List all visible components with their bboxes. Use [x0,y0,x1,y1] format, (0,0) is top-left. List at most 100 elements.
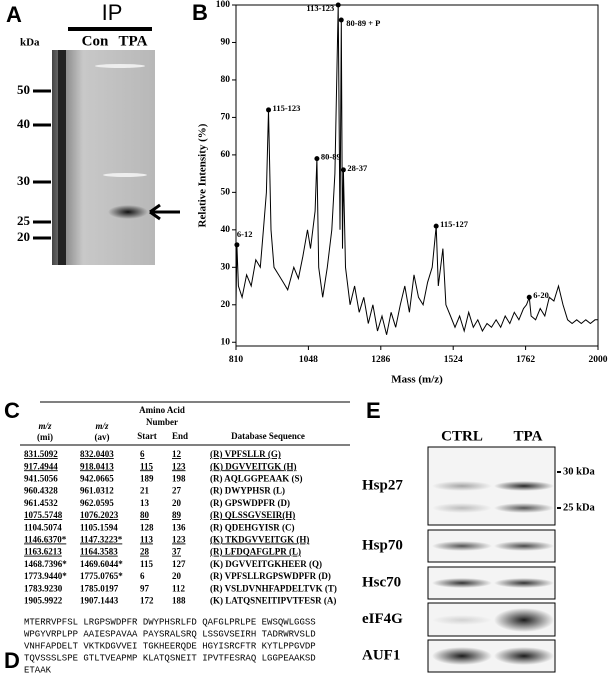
cell: 1469.6044* [80,559,123,569]
panel-letter: E [366,398,381,423]
ip-label: IP [102,0,123,25]
cell: 1775.0765* [80,571,123,581]
marker-label: 30 [17,173,30,188]
arrow [149,203,180,221]
cell: 1104.5074 [24,522,62,532]
row-label: Hsp70 [362,537,403,553]
y-axis-label: Relative Intensity (%) [197,123,209,227]
y-tick-label: 80 [221,75,231,85]
gel-band [95,64,145,68]
header: Start [137,431,157,441]
cell: 941.5056 [24,473,58,483]
sequence-line: VNHFAPDELT VKTKDGVVEI TGKHEERQDE HGYISRC… [24,641,316,651]
header: Database Sequence [231,431,305,441]
blot-band [432,647,492,665]
peak-dot [266,107,272,113]
x-tick-label: 1286 [371,355,390,365]
marker-label: 25 [17,213,31,228]
cell: 112 [172,583,186,593]
cell: 831.5092 [24,449,58,459]
cell: 136 [172,522,186,532]
peak-dot [314,156,320,162]
cell: 1164.3583 [80,547,118,557]
cell: 115 [140,461,154,471]
marker-label: 50 [17,82,30,97]
cell: 20 [172,498,182,508]
cell: 115 [140,559,154,569]
cell: 28 [140,547,150,557]
panel-letter: A [6,2,22,27]
blot-band [494,541,554,551]
x-tick-label: 810 [229,355,244,365]
y-tick-label: 90 [221,38,231,48]
cell: 1147.3223* [80,534,123,544]
cell: 832.0403 [80,449,114,459]
panel-letter: B [192,0,208,25]
header: (mi) [37,432,53,442]
y-tick-label: 70 [221,113,231,123]
cell: 961.0312 [80,486,114,496]
blot-band [432,541,492,551]
x-tick-label: 1524 [444,355,463,365]
cell: 917.4944 [24,461,58,471]
unit-label: kDa [20,37,40,49]
blot-band [432,503,492,513]
blot-band [494,481,554,491]
cell: (K) DGVVEITGKHEER (Q) [210,559,322,569]
blot-band [494,608,554,632]
cell: (R) AQLGGPEAAK (S) [210,473,303,483]
sequence-line: TQVSSSLSPE GTLTVEAPMP KLATQSNEIT IPVTFES… [24,653,316,663]
peak-dot [526,294,532,300]
peak-label: 115-127 [440,219,469,229]
cell: 123 [172,461,186,471]
column-label: CTRL [441,428,483,444]
cell: 1907.1443 [80,595,119,605]
cell: 918.0413 [80,461,114,471]
cell: (K) DGVVEITGK (H) [210,461,297,471]
row-label: AUF1 [362,647,400,663]
cell: 21 [140,486,150,496]
cell: 198 [172,473,186,483]
cell: (K) LATQSNEITIPVTFESR (A) [210,595,336,605]
lane-label: Con [82,33,109,49]
gel [52,50,155,265]
cell: 128 [140,522,154,532]
sequence-line: ETAAK [24,665,52,675]
header: Amino Acid [139,405,185,415]
cell: 1075.5748 [24,510,63,520]
cell: (R) QDEHGYISR (C) [210,522,295,532]
blot-band [432,578,492,588]
cell: 1163.6213 [24,547,62,557]
peak-label: 80-89 + P [346,18,380,28]
row-label: Hsc70 [362,574,401,590]
cell: 1905.9922 [24,595,63,605]
cell: 960.4328 [24,486,58,496]
cell: 942.0665 [80,473,114,483]
y-tick-label: 40 [221,225,231,235]
cell: 80 [140,510,150,520]
cell: 127 [172,559,186,569]
x-tick-label: 2000 [589,355,608,365]
cell: 89 [172,510,182,520]
lane-label: TPA [119,33,148,49]
blot-band [494,503,554,513]
marker-dash [557,471,561,473]
header: End [172,431,188,441]
peak-label: 6-12 [237,229,253,239]
cell: (R) GPSWDPFR (D) [210,498,290,508]
gel-edge [58,50,66,265]
cell: 1785.0197 [80,583,119,593]
cell: 12 [172,449,182,459]
blot-band [494,647,554,665]
panel-letter: C [4,398,20,423]
x-axis-label: Mass (m/z) [391,374,443,386]
panel-letter: D [4,648,20,673]
blot-band [432,615,492,625]
cell: (R) VSLDVNHFAPDELTVK (T) [210,583,337,593]
header: Number [146,417,178,427]
cell: 97 [140,583,150,593]
peak-label: 115-123 [273,103,301,113]
cell: 37 [172,547,182,557]
x-tick-label: 1048 [299,355,318,365]
